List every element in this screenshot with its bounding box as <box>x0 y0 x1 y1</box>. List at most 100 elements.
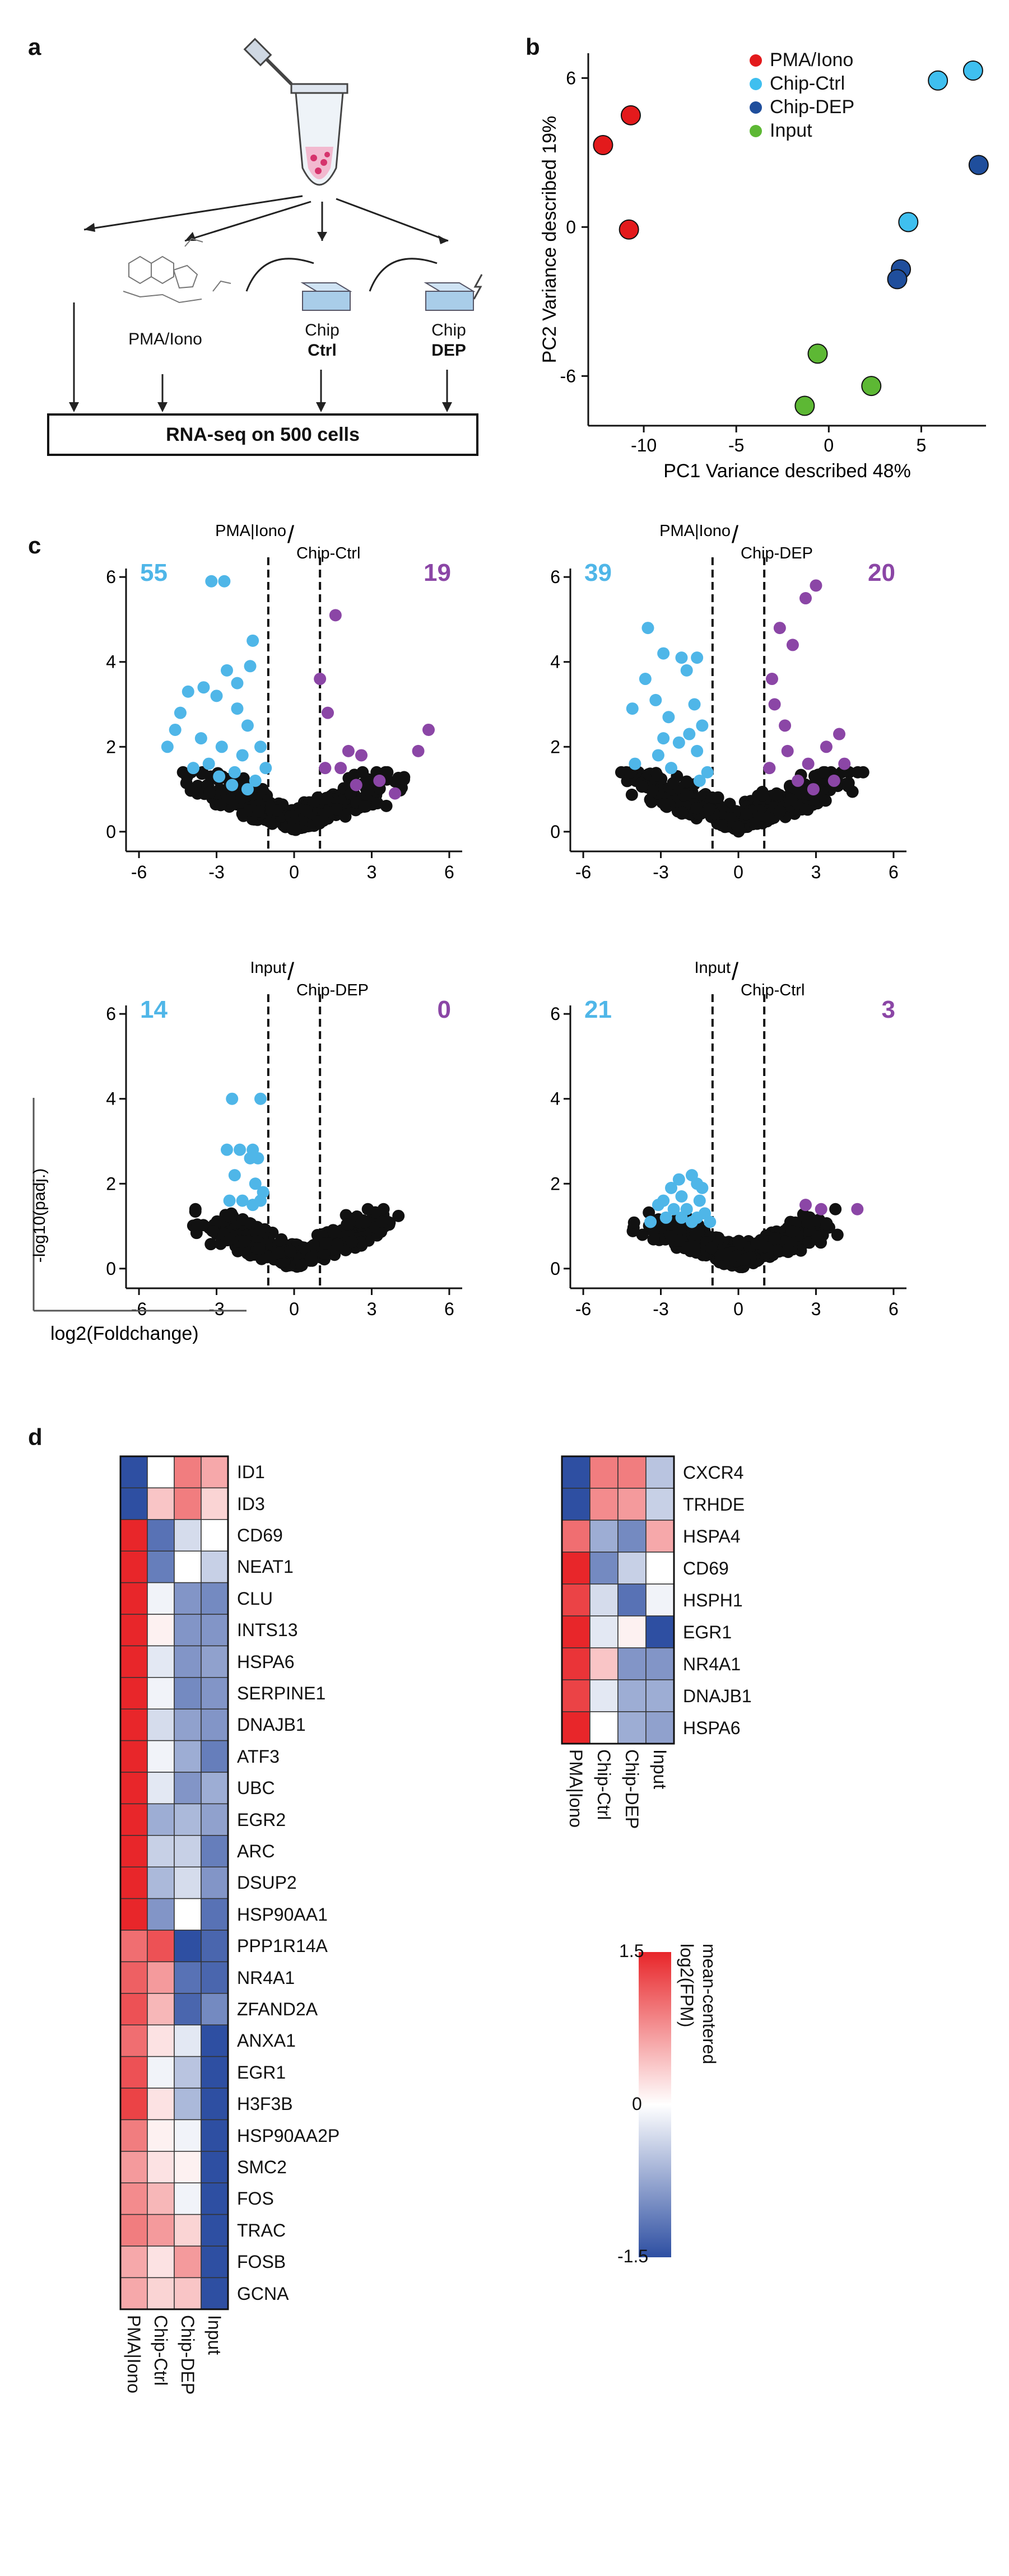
up-point <box>810 579 822 592</box>
ns-point <box>359 1216 371 1229</box>
heatmap-cell <box>201 2024 229 2057</box>
ns-point <box>715 1248 728 1261</box>
gene-label: NEAT1 <box>237 1557 294 1577</box>
down-point <box>665 762 677 775</box>
heatmap-cell <box>147 2151 175 2183</box>
down-point <box>161 740 174 753</box>
up-point <box>319 762 332 775</box>
down-point <box>249 774 262 787</box>
heatmap-cell <box>147 2088 175 2121</box>
ns-point <box>740 808 753 821</box>
gene-label: EGR2 <box>237 1809 286 1830</box>
down-point <box>701 766 714 779</box>
heatmap-cell <box>147 2246 175 2279</box>
volcano-y-tick-label: 2 <box>550 737 560 757</box>
volcano-y-tick-label: 2 <box>106 1173 116 1194</box>
gene-label: SERPINE1 <box>237 1683 326 1703</box>
volcano-x-tick-label: 6 <box>444 1299 454 1319</box>
gene-label: ID3 <box>237 1493 265 1514</box>
down-point <box>205 575 218 588</box>
ns-point <box>375 1226 388 1238</box>
pca-x-tick-label: 0 <box>824 435 834 455</box>
gene-label: GCNA <box>237 2283 289 2304</box>
down-point <box>626 702 639 715</box>
down-point <box>210 690 223 702</box>
heatmap-cell <box>589 1647 619 1680</box>
up-point <box>781 744 794 757</box>
ns-point <box>398 771 411 784</box>
heatmap-cell <box>645 1647 675 1680</box>
heatmap-cell <box>147 1519 175 1552</box>
legend-dot-chip-ctrl <box>750 77 762 90</box>
volcano-y-tick-label: 4 <box>550 652 560 672</box>
ns-point <box>738 1254 751 1266</box>
volcano-x-tick-label: -6 <box>575 862 591 882</box>
heatmap-cell <box>120 2182 148 2215</box>
gene-label: PPP1R14A <box>237 1936 328 1957</box>
pca-x-tick-label: -5 <box>728 435 744 455</box>
legend-dot-pma <box>750 54 762 67</box>
down-point <box>680 664 693 677</box>
pca-point <box>962 60 983 81</box>
heatmap-cell <box>120 1803 148 1836</box>
ns-point <box>356 766 369 779</box>
heatmap-cell <box>174 1677 202 1709</box>
down-point <box>236 749 249 762</box>
ns-point <box>344 788 357 800</box>
pca-x-tick-label: 5 <box>917 435 927 455</box>
gene-label: FOS <box>237 2188 274 2209</box>
heatmap-cell <box>645 1488 675 1521</box>
gene-label: NR4A1 <box>237 1967 295 1988</box>
ns-point <box>319 1237 332 1250</box>
down-point <box>639 673 652 686</box>
heatmap-cell <box>589 1488 619 1521</box>
heatmap-column-label: Chip-DEP <box>178 2314 198 2395</box>
heatmap-cell <box>589 1711 619 1744</box>
down-point <box>226 779 239 791</box>
down-point <box>254 1194 267 1207</box>
down-point <box>236 1194 249 1207</box>
comparison-title-bottom: Chip-Ctrl <box>741 981 805 999</box>
legend-dot-chip-dep <box>750 101 762 114</box>
heatmap-cell <box>617 1488 647 1521</box>
count-up: 19 <box>424 559 451 586</box>
down-point <box>675 1190 688 1203</box>
ns-point <box>636 1228 649 1241</box>
gene-label: INTS13 <box>237 1620 298 1641</box>
comparison-title-top: PMA|Iono <box>215 522 286 540</box>
down-point <box>672 1173 685 1186</box>
heatmap-cell <box>120 2214 148 2247</box>
comparison-title-top: PMA|Iono <box>659 522 731 540</box>
heatmap-cell <box>589 1552 619 1585</box>
heatmap-cell <box>201 1519 229 1552</box>
heatmap-cell <box>561 1488 590 1521</box>
gene-label: HSPH1 <box>683 1590 743 1610</box>
heatmap-cell <box>561 1679 590 1712</box>
panel-label-b: b <box>526 34 540 60</box>
ns-point <box>189 1205 202 1218</box>
heatmap-cell <box>201 1803 229 1836</box>
heatmap-cell <box>561 1647 590 1680</box>
down-point <box>691 651 704 664</box>
ns-point <box>295 1259 308 1271</box>
ns-point <box>214 799 227 812</box>
colorbar-max-label: 1.5 <box>619 1941 644 1961</box>
heatmap-cell <box>120 2246 148 2279</box>
heatmap-cell <box>120 1866 148 1899</box>
chip-dep-icon <box>369 258 483 311</box>
ns-point <box>204 1238 217 1251</box>
ns-point <box>658 798 671 810</box>
ns-point <box>829 1203 842 1215</box>
ns-point <box>782 1243 794 1256</box>
gene-label: SMC2 <box>237 2157 287 2177</box>
heatmap-cell <box>147 2024 175 2057</box>
heatmap-cell <box>120 1961 148 1994</box>
heatmap-cell <box>120 1740 148 1773</box>
ns-point <box>852 766 864 779</box>
ns-point <box>224 1232 236 1245</box>
colorbar-title: mean-centered log2(FPM) <box>677 1944 719 2065</box>
colorbar-mid-label: 0 <box>632 2094 642 2114</box>
down-point <box>652 749 664 762</box>
down-point <box>657 732 670 745</box>
volcano-y-tick-label: 6 <box>106 1004 116 1024</box>
